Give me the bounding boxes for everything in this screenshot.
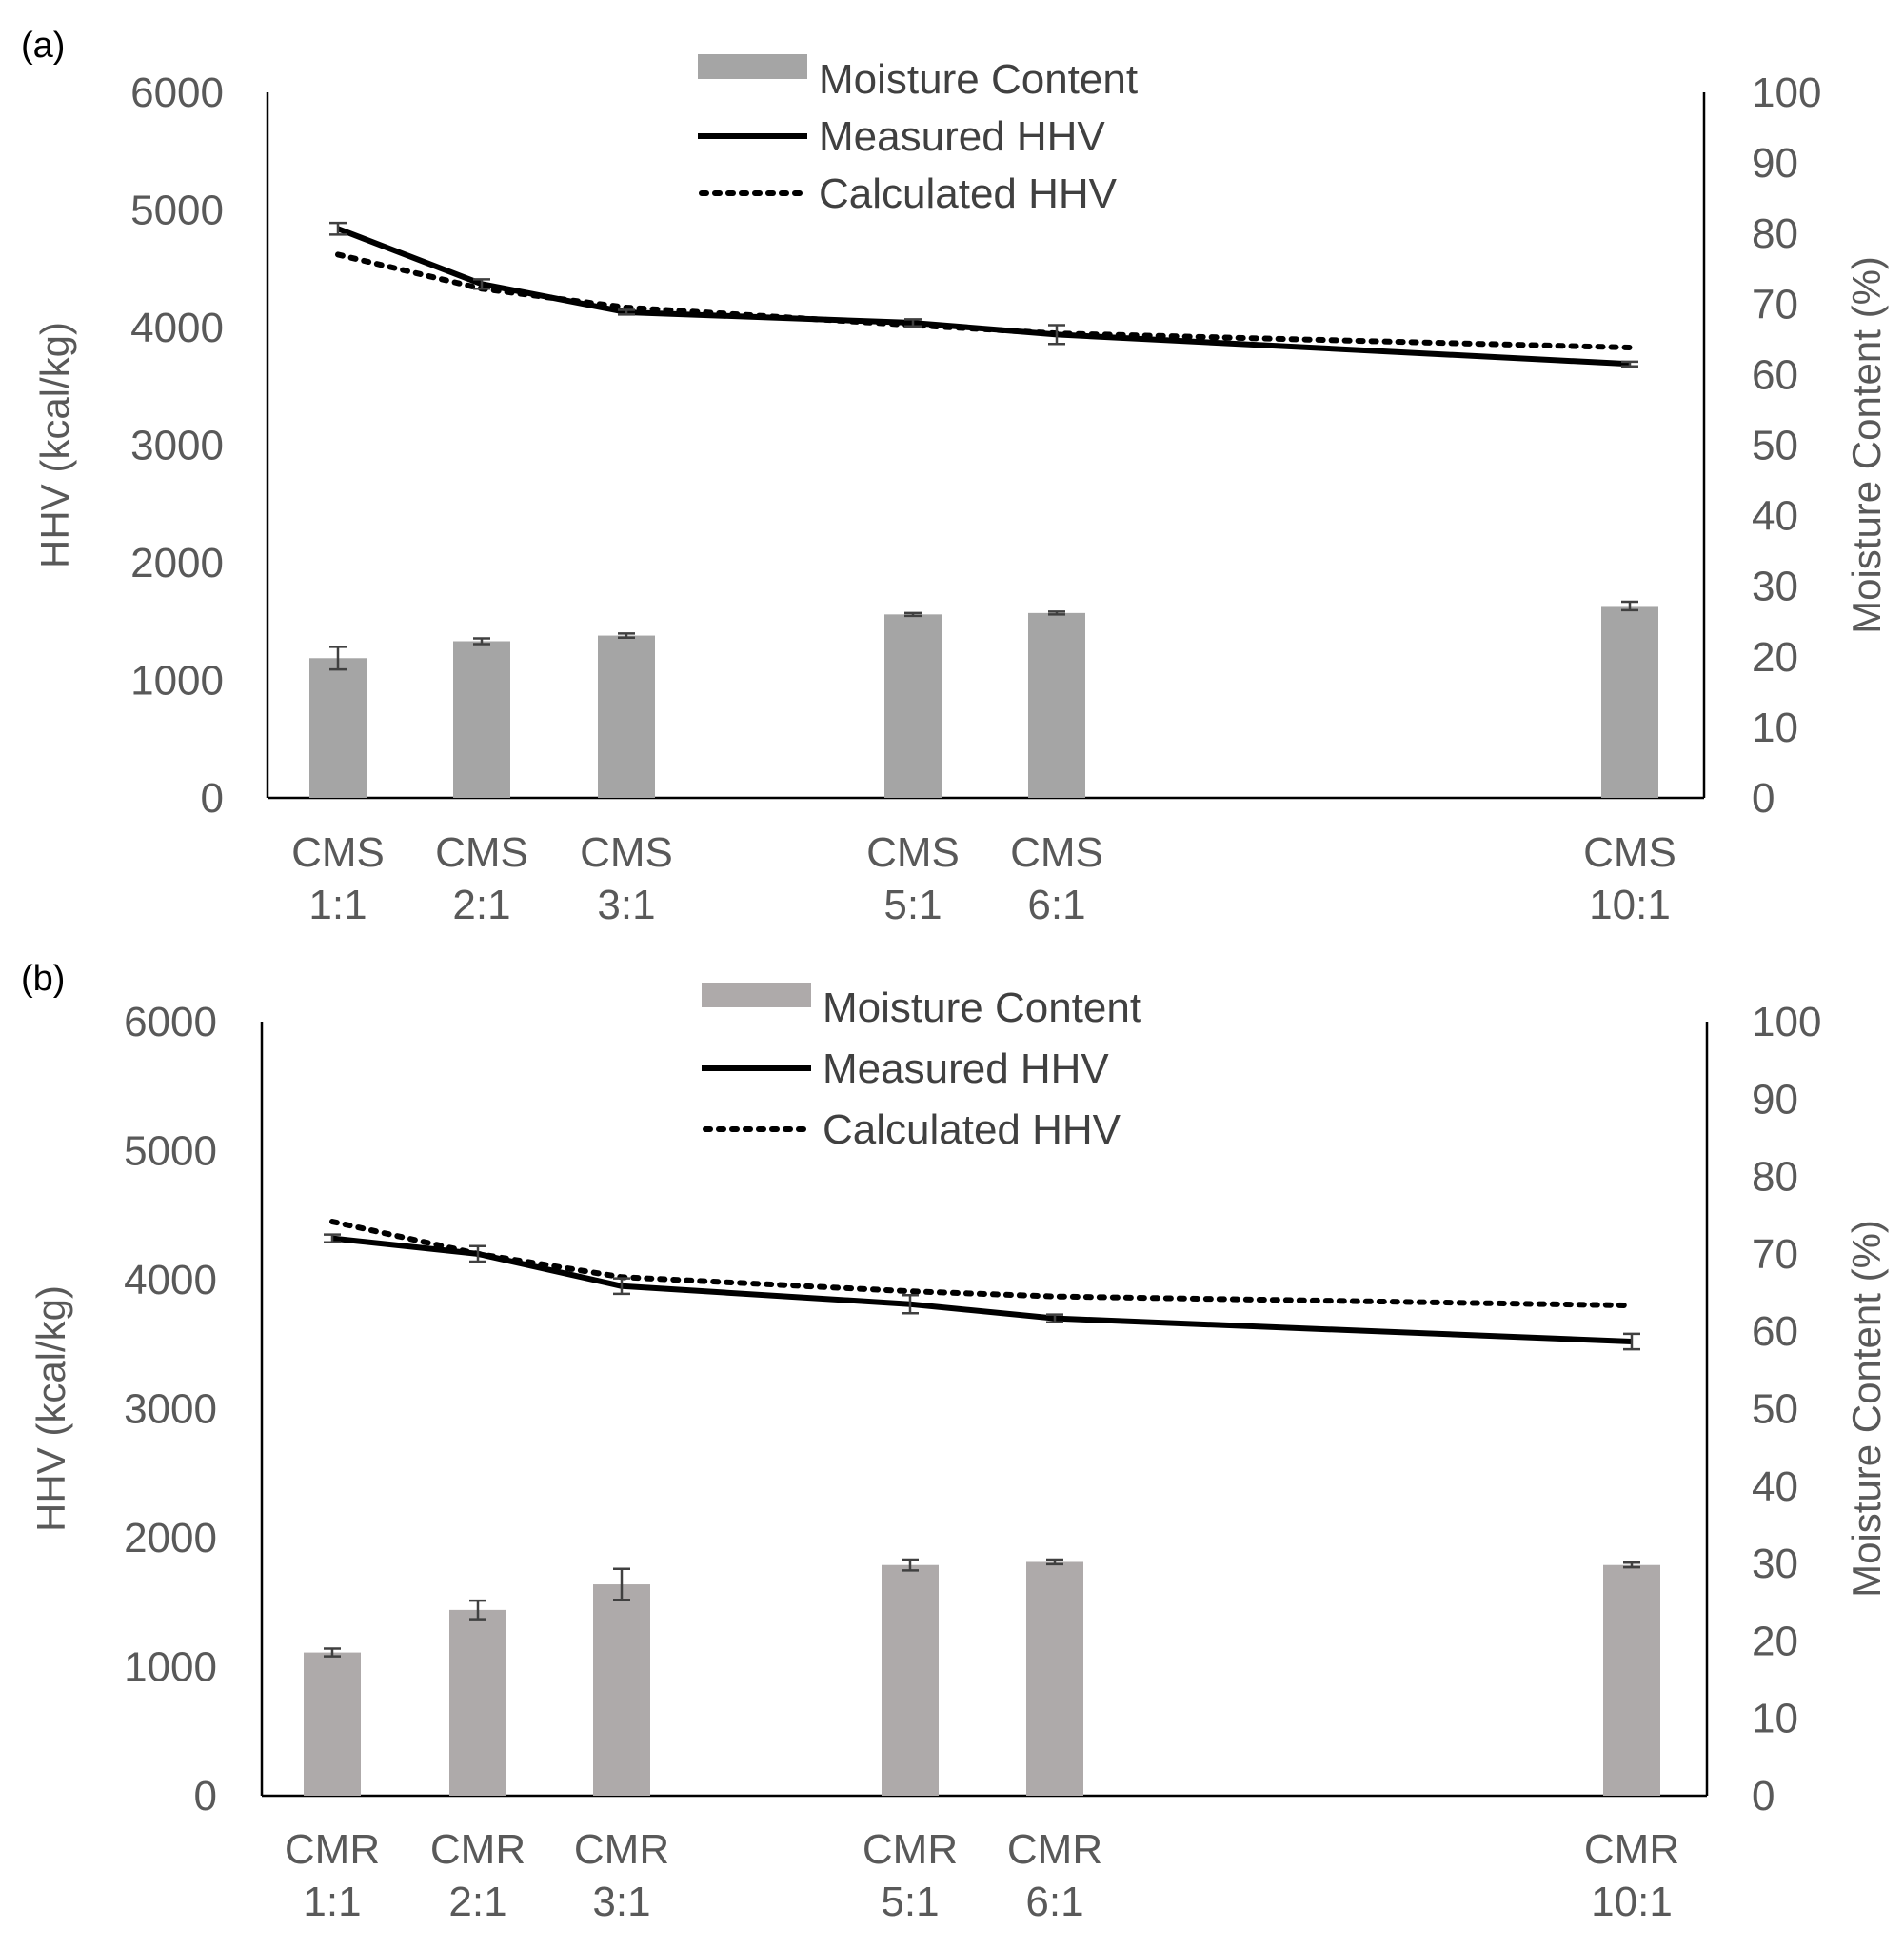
right-y-tick-label: 100 [1752,70,1821,116]
x-category-label: CMS [1010,829,1103,876]
left-y-tick-label: 4000 [124,1257,217,1303]
panel-label: (b) [21,959,65,999]
right-y-tick-label: 50 [1752,1386,1798,1433]
left-y-tick-label: 5000 [124,1128,217,1175]
moisture-bar [453,641,510,798]
right-y-tick-label: 40 [1752,1463,1798,1510]
right-y-tick-label: 90 [1752,1076,1798,1123]
moisture-bar [309,658,367,798]
right-y-tick-label: 10 [1752,705,1798,751]
right-y-tick-label: 60 [1752,351,1798,398]
legend-swatch-moisture [702,983,811,1007]
x-category-label: CMS [866,829,960,876]
x-category-label: CMR [863,1826,958,1873]
panel-label: (a) [21,26,65,66]
measured-hhv-line [331,1235,1633,1345]
chart-panel-a: (a) 0 1000 2000 3000 4000 5000 6000 0 10 20 30 40 50 6… [21,26,1889,928]
measured-hhv-line [336,226,1631,368]
moisture-bar [593,1584,650,1796]
calculated-hhv-line [335,251,1633,350]
right-y-axis-title: Moisture Content (%) [1844,1220,1889,1598]
right-y-tick-label: 30 [1752,564,1798,610]
x-category-label: 3:1 [592,1879,650,1925]
x-category-label: CMS [1583,829,1676,876]
legend-label-measured: Measured HHV [823,1045,1109,1092]
right-y-tick-label: 0 [1752,1773,1775,1820]
left-y-tick-label: 3000 [130,423,224,469]
x-category-label: CMS [435,829,528,876]
legend-label-calculated: Calculated HHV [819,170,1118,217]
right-y-tick-label: 50 [1752,423,1798,469]
right-y-axis-title: Moisture Content (%) [1844,256,1889,634]
legend-label-measured: Measured HHV [819,113,1105,160]
moisture-bar [304,1652,361,1796]
left-y-tick-label: 0 [201,775,224,822]
legend-label-calculated: Calculated HHV [823,1106,1121,1153]
left-y-tick-label: 2000 [124,1515,217,1561]
right-y-tick-label: 30 [1752,1541,1798,1587]
left-y-tick-label: 1000 [124,1644,217,1691]
left-y-axis-title: HHV (kcal/kg) [32,322,77,568]
left-y-tick-label: 2000 [130,540,224,587]
legend-swatch-moisture [698,54,807,79]
x-category-label: 2:1 [452,882,510,928]
legend-label-moisture: Moisture Content [823,984,1141,1031]
x-category-label: 5:1 [881,1879,939,1925]
x-category-label: 1:1 [308,882,367,928]
moisture-bar [1026,1561,1083,1796]
chart-panel-b: (b) 0 1000 2000 3000 4000 5000 6000 0 10 20 30 40 50 6… [21,959,1889,1925]
x-category-label: 3:1 [597,882,655,928]
left-y-tick-label: 4000 [130,305,224,351]
moisture-bar [598,635,655,798]
x-category-label: 6:1 [1027,882,1085,928]
right-y-tick-label: 40 [1752,493,1798,540]
right-y-tick-label: 10 [1752,1696,1798,1742]
right-y-tick-label: 80 [1752,1154,1798,1201]
x-category-label: CMR [285,1826,380,1873]
left-y-tick-label: 1000 [130,658,224,705]
x-category-label: 2:1 [448,1879,506,1925]
x-category-label: CMS [580,829,673,876]
moisture-bar [884,614,942,798]
legend-label-moisture: Moisture Content [819,56,1138,103]
right-y-tick-label: 70 [1752,281,1798,328]
x-category-label: CMR [574,1826,669,1873]
x-category-label: 5:1 [883,882,942,928]
x-category-label: CMR [1007,1826,1102,1873]
left-y-tick-label: 3000 [124,1386,217,1433]
left-y-tick-label: 6000 [124,999,217,1045]
right-y-tick-label: 20 [1752,1618,1798,1664]
moisture-bar [1603,1564,1660,1796]
moisture-bar [1028,612,1085,798]
x-category-label: 10:1 [1591,1879,1673,1925]
x-category-label: 6:1 [1025,1879,1083,1925]
x-category-label: 10:1 [1589,882,1671,928]
x-category-label: 1:1 [303,1879,361,1925]
moisture-bar [449,1609,506,1796]
left-y-tick-label: 6000 [130,70,224,116]
right-y-tick-label: 70 [1752,1231,1798,1278]
right-y-tick-label: 80 [1752,210,1798,257]
right-y-tick-label: 100 [1752,999,1821,1045]
left-y-tick-label: 5000 [130,188,224,234]
moisture-bar [882,1564,939,1796]
moisture-bar [1601,606,1658,798]
right-y-tick-label: 0 [1752,775,1775,822]
right-y-tick-label: 20 [1752,634,1798,681]
left-y-tick-label: 0 [194,1773,217,1820]
right-y-tick-label: 90 [1752,140,1798,187]
x-category-label: CMS [291,829,385,876]
x-category-label: CMR [430,1826,526,1873]
right-y-tick-label: 60 [1752,1308,1798,1355]
left-y-axis-title: HHV (kcal/kg) [29,1285,73,1532]
x-category-label: CMR [1584,1826,1679,1873]
